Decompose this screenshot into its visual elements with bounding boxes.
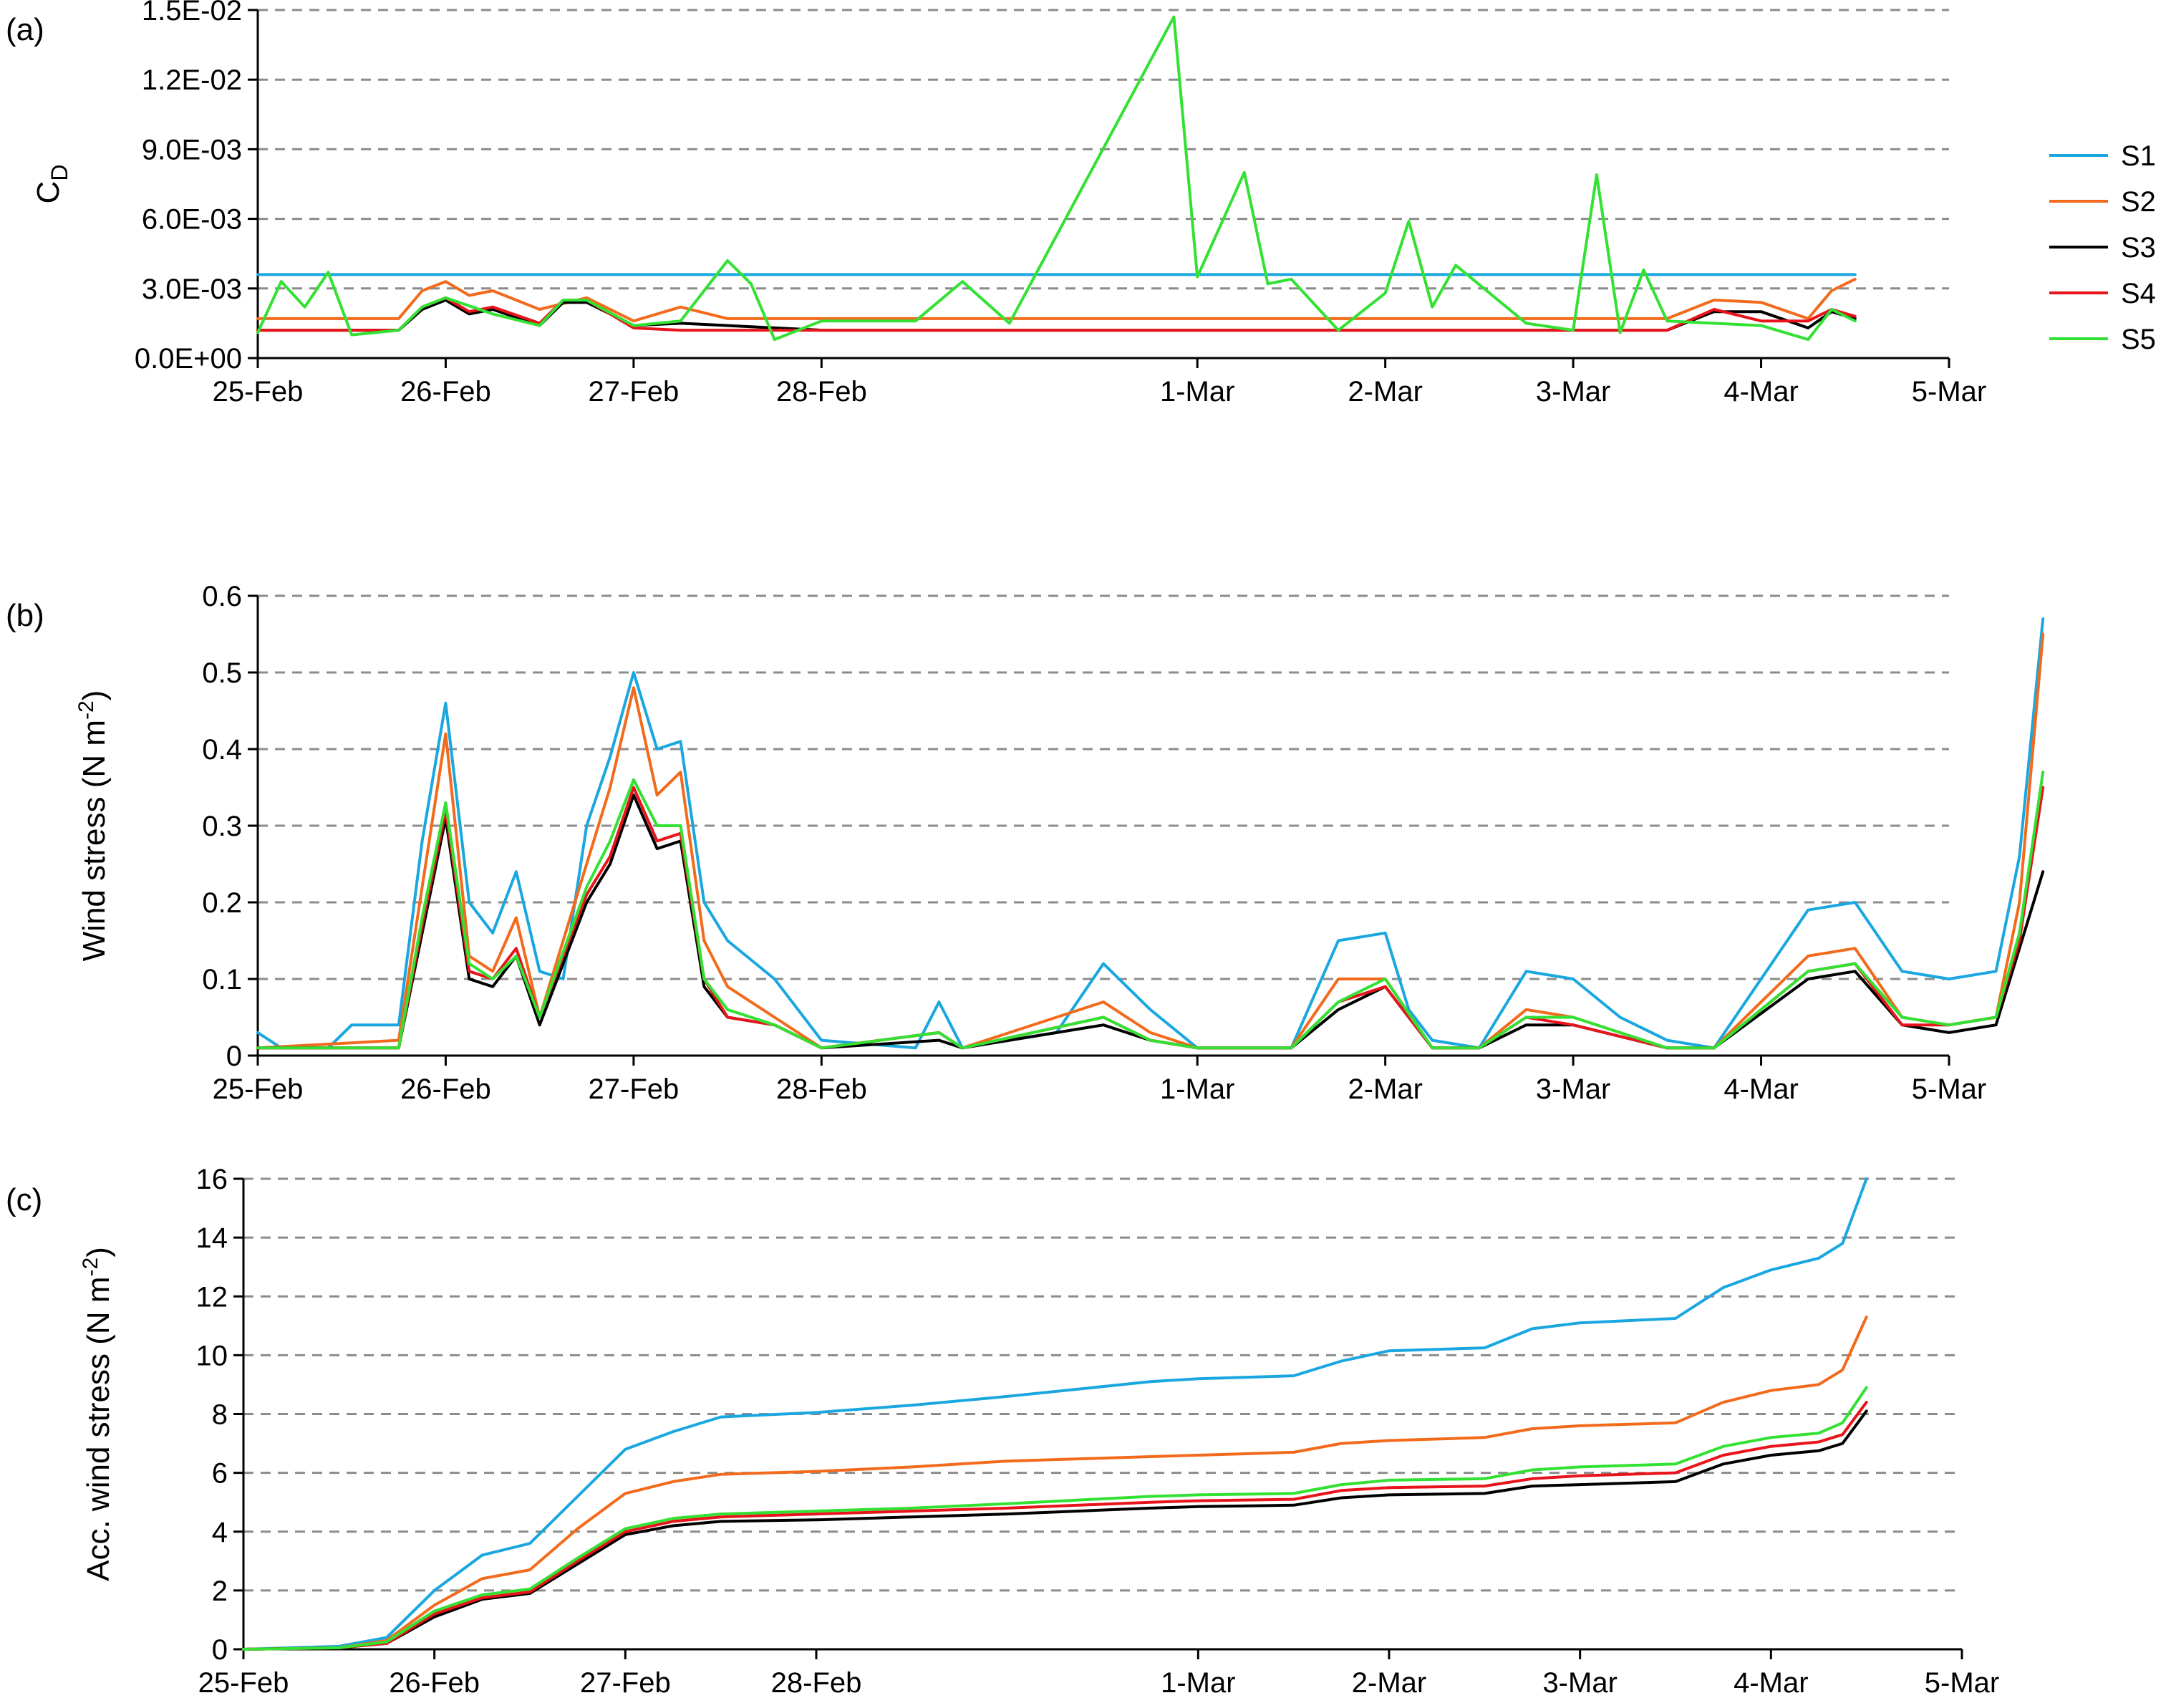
y-tick-label: 10 [196, 1340, 228, 1371]
legend: S1 S2 S3 S4 S5 [2049, 140, 2156, 355]
x-tick-label: 5-Mar [1912, 376, 1986, 407]
x-tick-label: 26-Feb [400, 1073, 491, 1105]
legend-label-s4: S4 [2121, 278, 2156, 309]
x-tick-label: 27-Feb [589, 376, 680, 407]
y-tick-label: 12 [196, 1281, 228, 1313]
legend-label-s5: S5 [2121, 324, 2156, 355]
x-tick-label: 26-Feb [400, 376, 491, 407]
x-tick-label: 25-Feb [213, 1073, 304, 1105]
legend-label-s3: S3 [2121, 232, 2156, 264]
y-tick-label: 0.2 [202, 887, 242, 919]
y-tick-label: 0.3 [202, 811, 242, 842]
panel-c: (c) 0 2 4 6 8 10 12 14 16 25-Feb 26-Feb 27-Feb 28-Feb… [6, 1164, 1999, 1699]
series-line-s2 [256, 277, 1857, 323]
y-tick-label: 16 [196, 1164, 228, 1195]
x-tick-label: 25-Feb [198, 1667, 289, 1699]
y-tick-label: 4 [212, 1517, 228, 1548]
series-line-s5 [256, 15, 1857, 342]
series-line-s2 [242, 1316, 1868, 1651]
y-tick-label: 3.0E-03 [142, 274, 242, 305]
x-tick-label: 4-Mar [1723, 1073, 1798, 1105]
panel-b: (b) 0 0.1 0.2 0.3 0.4 0.5 0.6 25-Feb 26-Feb 27-Feb… [6, 581, 2045, 1105]
series-line-s5 [242, 1386, 1868, 1651]
y-tick-label: 1.5E-02 [142, 0, 242, 26]
x-tick-label: 28-Feb [771, 1667, 862, 1699]
y-tick-label: 0.4 [202, 734, 242, 766]
x-tick-label: 1-Mar [1161, 1667, 1235, 1699]
y-tick-label: 2 [212, 1576, 228, 1607]
x-tick-label: 4-Mar [1733, 1667, 1808, 1699]
x-tick-label: 28-Feb [776, 376, 867, 407]
panel-label: (a) [6, 12, 44, 47]
y-tick-label: 0.6 [202, 581, 242, 612]
x-tick-label: 3-Mar [1542, 1667, 1617, 1699]
y-tick-label: 8 [212, 1399, 228, 1431]
y-tick-label: 6.0E-03 [142, 204, 242, 236]
panel-label: (c) [6, 1182, 42, 1217]
x-tick-label: 4-Mar [1723, 376, 1798, 407]
legend-label-s2: S2 [2121, 186, 2156, 218]
y-tick-label: 6 [212, 1458, 228, 1490]
x-tick-label: 5-Mar [1912, 1073, 1986, 1105]
series-line-s1 [242, 1177, 1868, 1651]
y-tick-label: 1.2E-02 [142, 64, 242, 96]
x-tick-label: 28-Feb [776, 1073, 867, 1105]
x-tick-label: 1-Mar [1160, 1073, 1234, 1105]
y-tick-label: 14 [196, 1222, 228, 1254]
x-tick-label: 3-Mar [1536, 376, 1610, 407]
y-tick-label: 0.1 [202, 964, 242, 995]
y-tick-label: 0 [226, 1041, 242, 1072]
x-tick-label: 27-Feb [589, 1073, 680, 1105]
y-tick-label: 0.0E+00 [135, 343, 242, 375]
series-line-s1 [256, 617, 2045, 1050]
y-tick-label: 0 [212, 1634, 228, 1666]
x-tick-label: 5-Mar [1925, 1667, 1999, 1699]
y-tick-label: 9.0E-03 [142, 134, 242, 165]
series-line-s3 [242, 1409, 1868, 1651]
x-tick-label: 1-Mar [1160, 376, 1234, 407]
series-line-s4 [242, 1401, 1868, 1651]
series-line-s2 [256, 632, 2045, 1050]
y-tick-label: 0.5 [202, 657, 242, 689]
x-tick-label: 2-Mar [1348, 1073, 1422, 1105]
x-tick-label: 25-Feb [213, 376, 304, 407]
x-tick-label: 27-Feb [580, 1667, 671, 1699]
x-tick-label: 3-Mar [1536, 1073, 1610, 1105]
panel-a: (a) 0.0E+00 3.0E-03 6.0E-03 9.0E-03 1.2E-02 1.… [6, 0, 1986, 407]
y-axis-label: Wind stress (N m-2) [74, 690, 112, 962]
y-axis-label: CD [31, 165, 72, 204]
x-tick-label: 2-Mar [1348, 376, 1422, 407]
x-tick-label: 26-Feb [389, 1667, 480, 1699]
legend-label-s1: S1 [2121, 140, 2156, 172]
panel-label: (b) [6, 598, 44, 633]
y-axis-label: Acc. wind stress (N m-2) [79, 1247, 116, 1581]
x-tick-label: 2-Mar [1352, 1667, 1426, 1699]
series-line-s5 [256, 771, 2045, 1050]
